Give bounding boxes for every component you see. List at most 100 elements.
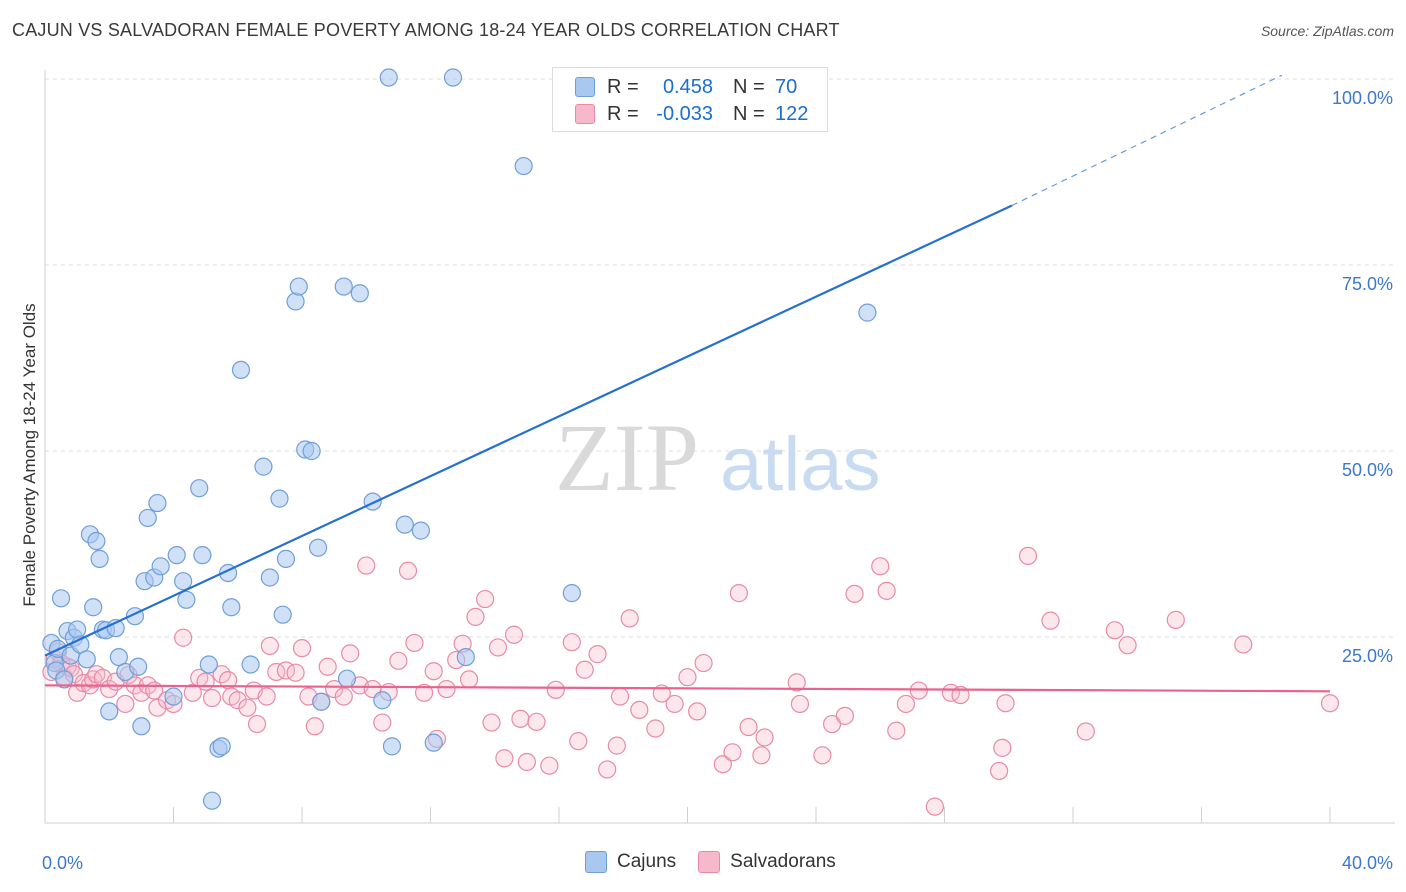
cajun-point (373, 691, 392, 710)
cajuns-points (42, 68, 877, 810)
cajun-point (312, 692, 331, 711)
salvadoran-point (755, 728, 774, 747)
salvadoran-point (495, 749, 514, 768)
salvadoran-point (607, 736, 626, 755)
legend-box: R = 0.458 N = 70 R = -0.033 N = 122 (552, 67, 828, 132)
salvadoran-point (504, 625, 524, 644)
cajun-point (289, 277, 308, 296)
cajun-point (456, 647, 475, 667)
cajun-point (443, 68, 463, 87)
x-tick-label: 0.0% (42, 853, 83, 873)
salvadoran-point (610, 687, 630, 706)
cajun-point (164, 687, 183, 706)
salvadoran-point (466, 607, 485, 627)
salvadoran-point (951, 685, 970, 705)
salvadoran-point (341, 644, 360, 663)
salvadoran-point (546, 680, 565, 699)
cajun-point (193, 546, 212, 565)
cajun-point (858, 303, 877, 322)
cajun-point (100, 702, 119, 721)
r-label: R = (607, 75, 639, 98)
salvadoran-point (286, 663, 305, 682)
salvadoran-point (787, 673, 806, 692)
cajun-point (231, 360, 251, 380)
salvadoran-point (84, 670, 103, 689)
salvadoran-point (414, 683, 434, 702)
salvadoran-point (325, 679, 344, 699)
salvadoran-point (896, 694, 916, 714)
r-label: R = (607, 102, 639, 125)
salvadoran-point (1076, 722, 1095, 741)
salvadoran-point (871, 557, 890, 576)
cajun-point (84, 598, 103, 617)
salvadoran-point (424, 662, 443, 681)
cajun-point (260, 568, 279, 587)
salvadorans-swatch (575, 104, 595, 124)
cajun-point (562, 584, 581, 603)
axes (44, 70, 1395, 824)
salvadoran-point (993, 738, 1012, 757)
cajun-point (337, 669, 357, 688)
cajuns-swatch (575, 77, 595, 97)
cajun-point (411, 521, 430, 540)
cajun-point (308, 538, 328, 557)
legend-row-salvadorans: R = -0.033 N = 122 (575, 101, 808, 127)
salvadoran-point (228, 691, 247, 710)
cajun-point (395, 515, 414, 534)
salvadoran-point (1320, 694, 1340, 713)
cajun-point (241, 655, 260, 674)
salvadoran-point (909, 681, 928, 700)
cajun-point (222, 598, 241, 617)
watermark-atlas: atlas (720, 422, 881, 507)
salvadoran-point (511, 709, 530, 728)
cajun-point (55, 670, 74, 689)
cajun-point (174, 572, 193, 591)
salvadoran-point (1166, 610, 1185, 629)
cajun-point (177, 590, 196, 609)
salvadoran-point (174, 628, 193, 647)
salvadoran-point (835, 706, 855, 725)
cajun-point (151, 557, 170, 576)
grid-lines (45, 78, 1395, 638)
watermark-zip: ZIP (555, 404, 699, 511)
cajun-point (286, 292, 305, 311)
salvadoran-point (540, 756, 559, 775)
salvadoran-point (630, 700, 649, 720)
cajun-point (132, 717, 151, 736)
salvadoran-point (405, 633, 424, 653)
y-tick-label: 100.0% (1332, 88, 1393, 108)
r-value-cajuns: 0.458 (662, 75, 713, 98)
salvadoran-point (723, 743, 742, 762)
cajuns-legend-swatch (585, 851, 607, 873)
salvadoran-point (790, 694, 810, 714)
salvadoran-point (318, 657, 337, 676)
salvadorans-points (42, 546, 1340, 816)
salvadoran-point (260, 636, 279, 656)
cajun-point (514, 156, 533, 176)
cajun-point (68, 620, 87, 639)
cajun-point (87, 531, 106, 551)
salvadoran-point (357, 556, 376, 575)
salvadoran-point (822, 714, 842, 734)
salvadoran-point (713, 755, 732, 774)
salvadoran-point (238, 698, 257, 717)
salvadoran-point (752, 746, 771, 765)
salvadoran-point (990, 761, 1009, 781)
cajun-point (334, 277, 353, 296)
salvadoran-point (562, 633, 581, 652)
bottom-legend: Cajuns Salvadorans (585, 851, 858, 873)
cajun-point (276, 549, 296, 568)
salvadoran-point (588, 645, 607, 664)
cajun-point (148, 493, 167, 513)
legend-label-cajuns: Cajuns (617, 851, 677, 872)
salvadoran-point (996, 694, 1015, 713)
salvadoran-point (575, 660, 594, 679)
salvadoran-point (437, 679, 456, 699)
salvadoran-point (665, 694, 684, 714)
x-tick-label: 40.0% (1342, 853, 1393, 873)
salvadoran-point (729, 584, 749, 603)
cajun-point (167, 546, 186, 565)
cajun-point (199, 655, 218, 674)
salvadoran-point (482, 713, 501, 732)
cajun-point (190, 479, 209, 498)
